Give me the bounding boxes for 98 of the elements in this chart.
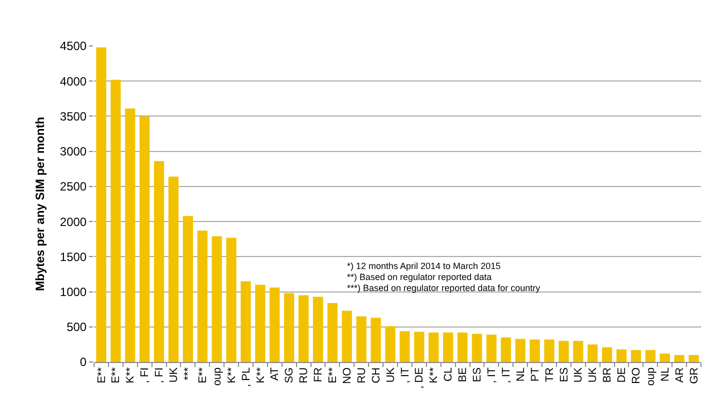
bar (457, 332, 468, 362)
x-tick-label: RU (356, 367, 368, 384)
bar (443, 332, 454, 362)
x-tick-label: PT (529, 367, 542, 382)
x-tick-label: UK (168, 366, 180, 383)
bar (428, 332, 439, 362)
bar (327, 303, 338, 362)
x-tick-label: CL (442, 367, 455, 382)
x-tick-label: , DE (414, 367, 426, 389)
x-tick-label: K** (226, 366, 238, 384)
x-tick-label: TR (544, 367, 556, 382)
bar (660, 354, 670, 362)
bar (645, 350, 656, 362)
bar (414, 332, 424, 362)
x-tick-label: DE (616, 367, 628, 383)
bar (630, 350, 642, 362)
y-tick-label: 1500 (60, 250, 87, 264)
x-tick-label: , IT (399, 367, 412, 384)
bar (400, 331, 410, 362)
x-tick-label: AR (674, 367, 686, 383)
bar (342, 310, 352, 362)
x-tick-label: K** (254, 366, 267, 384)
x-tick-label: *** (182, 366, 195, 380)
bar (168, 176, 179, 362)
bar (573, 340, 584, 362)
x-tick-label: UK (384, 366, 397, 383)
x-tick-label: SG (284, 367, 296, 384)
y-tick-label: 2000 (60, 214, 87, 229)
x-tick-label: RO (630, 366, 643, 384)
bar (616, 349, 627, 362)
y-tick-label: 4000 (60, 74, 87, 88)
bar (515, 338, 526, 362)
x-tick-label: , IT (500, 367, 512, 384)
x-tick-label: BR (602, 367, 614, 383)
x-tick-label: FR (312, 367, 325, 382)
bar (255, 284, 266, 362)
bar (154, 161, 164, 362)
y-tick-label: 2500 (60, 180, 87, 194)
bar (110, 80, 121, 362)
bar (486, 334, 496, 362)
bar (544, 340, 554, 362)
bar (370, 318, 381, 362)
x-tick-label: E** (196, 366, 209, 384)
x-tick-label: AT (269, 367, 282, 381)
bar (385, 326, 396, 362)
bar (182, 216, 193, 362)
annotation: **) Based on regulator reported data (347, 272, 492, 282)
x-tick-label: ES (472, 367, 484, 382)
x-tick-label: , PL (240, 367, 252, 387)
x-tick-label: UK (572, 366, 585, 383)
x-tick-label: BE (457, 367, 470, 382)
x-tick-label: ES (558, 367, 570, 382)
bar (226, 238, 236, 362)
bar (140, 116, 150, 362)
y-axis-title: Mbytes per any SIM per month (33, 116, 48, 292)
y-tick-label: 4500 (60, 39, 87, 54)
y-tick-label: 500 (66, 320, 87, 334)
bar (212, 236, 222, 362)
x-tick-label: NO (341, 366, 354, 384)
x-tick-label: NL (514, 367, 527, 382)
annotation: *) 12 months April 2014 to March 2015 (347, 261, 501, 271)
bar (588, 344, 598, 362)
bar (312, 296, 324, 362)
x-tick-label: UK (587, 366, 600, 383)
y-tick-label: 1000 (60, 284, 87, 299)
bar (558, 340, 569, 362)
bar (602, 347, 612, 362)
x-tick-label: E** (96, 366, 108, 384)
bar (96, 47, 106, 362)
x-tick-label: E** (110, 366, 122, 384)
y-tick-label: 3500 (60, 109, 87, 124)
bar (674, 354, 684, 362)
bar (197, 230, 208, 362)
x-tick-label: oup (644, 367, 657, 386)
x-tick-label: RU (298, 367, 310, 384)
bar (356, 316, 366, 362)
bar (530, 340, 540, 362)
x-tick-label: CH (370, 367, 382, 384)
y-tick-label: 0 (80, 355, 87, 370)
x-tick-label: , IT (486, 367, 498, 384)
bar (284, 293, 294, 362)
x-tick-label: NL (659, 367, 672, 382)
annotation: ***) Based on regulator reported data for country (347, 283, 541, 293)
y-tick-label: 3000 (60, 144, 87, 159)
bar (240, 281, 251, 362)
x-tick-label: K** (428, 366, 440, 384)
x-tick-label: GR (688, 367, 700, 384)
x-tick-label: K** (124, 366, 137, 384)
bar (500, 337, 511, 362)
x-tick-label: E** (327, 366, 340, 384)
bar (472, 334, 482, 362)
bar (688, 354, 699, 362)
x-tick-label: oup (211, 367, 224, 386)
bar (270, 288, 280, 362)
bar (125, 108, 136, 362)
bar (298, 295, 309, 362)
x-tick-label: , FI (154, 367, 166, 384)
x-tick-label: , FI (139, 367, 152, 384)
